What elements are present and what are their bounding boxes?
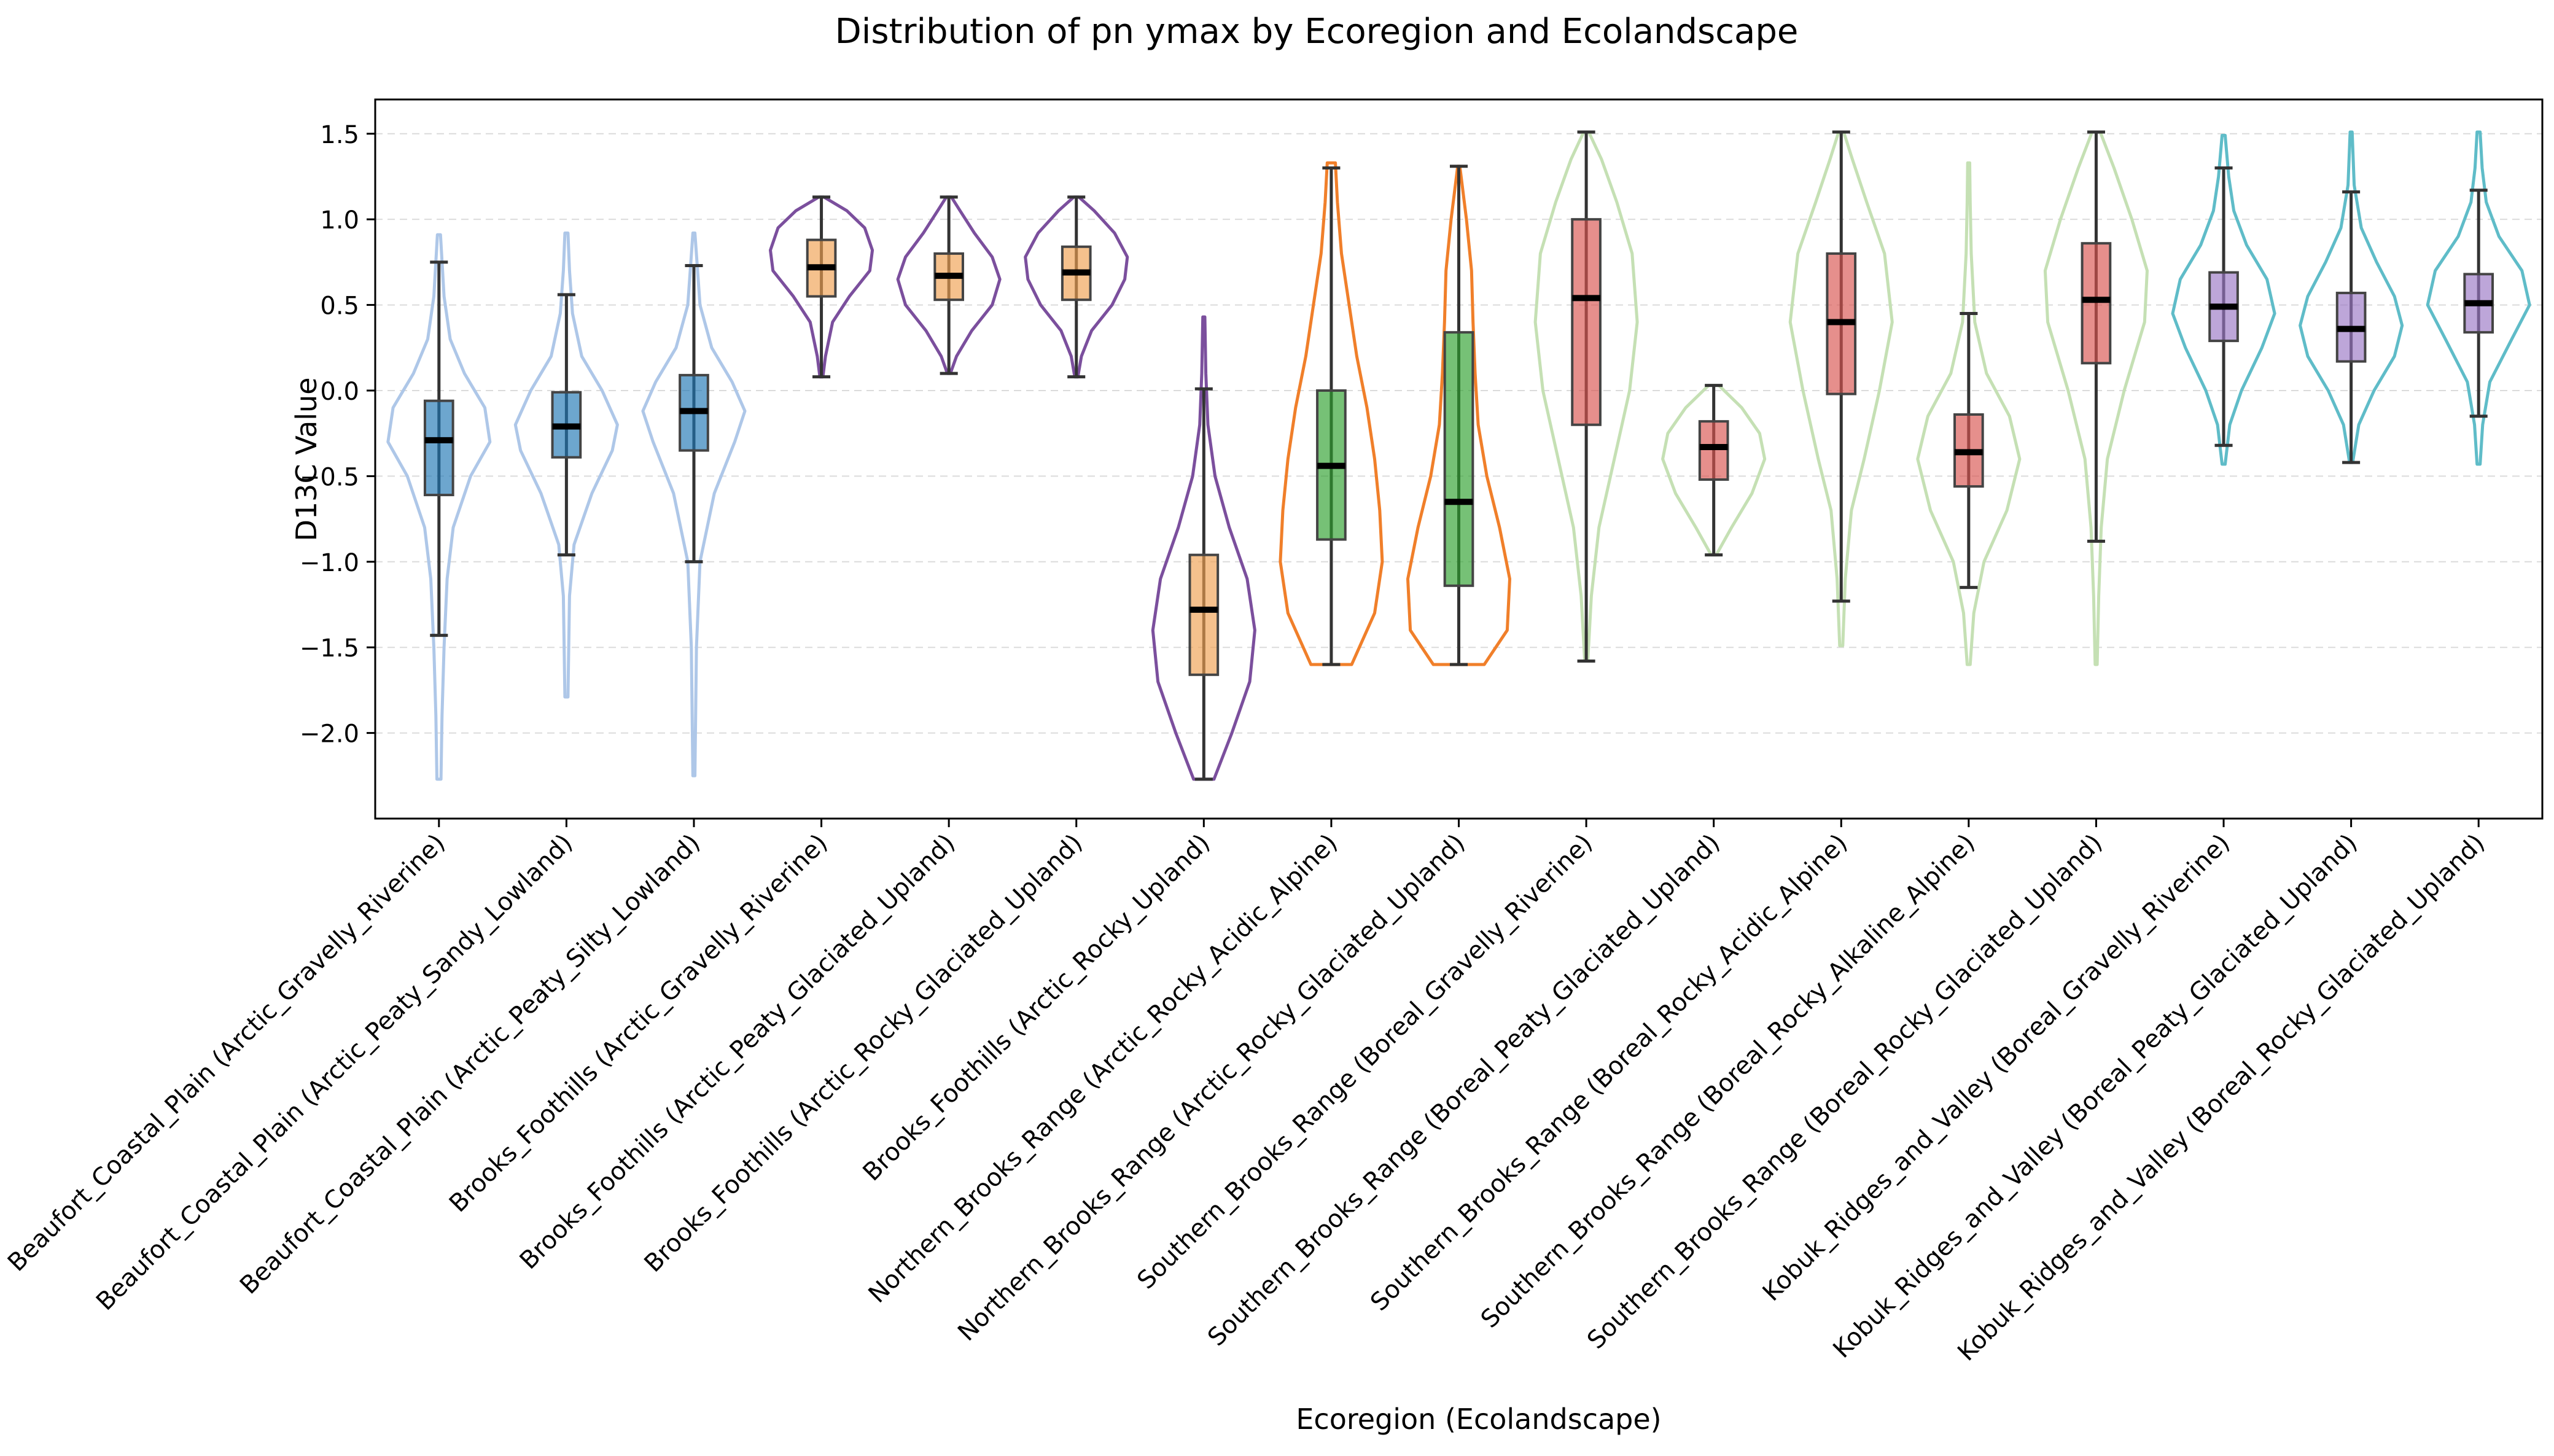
violin-outline: [513, 232, 619, 699]
y-tick-label: 0.5: [320, 292, 359, 321]
violin-outline: [386, 233, 492, 781]
y-tick-label: −0.5: [300, 463, 359, 491]
y-tick-label: −1.0: [300, 549, 359, 577]
violin-outline: [641, 232, 747, 777]
chart-title: Distribution of pn ymax by Ecoregion and…: [835, 12, 1799, 52]
violin-outline: [2171, 134, 2276, 466]
violin-outline: [1916, 161, 2022, 666]
violin-outline: [2299, 130, 2404, 464]
iqr-box: [1571, 218, 1602, 426]
x-axis-label: Ecoregion (Ecolandscape): [1296, 1403, 1661, 1436]
y-tick-label: 1.5: [320, 121, 359, 149]
y-tick-label: −2.0: [300, 720, 359, 749]
y-tick-label: 1.0: [320, 206, 359, 235]
violin-outline: [2426, 130, 2531, 466]
boxplots: [423, 130, 2494, 781]
iqr-box: [1443, 331, 1474, 587]
iqr-box: [423, 399, 454, 497]
violin-outline: [1279, 161, 1384, 666]
violin-outline: [1151, 315, 1256, 781]
iqr-box: [1698, 420, 1729, 481]
iqr-box: [1188, 553, 1220, 676]
y-tick-label: 0.0: [320, 378, 359, 406]
y-axis-label: D13C Value: [290, 377, 323, 541]
y-tick-label: −1.5: [300, 634, 359, 663]
iqr-box: [2081, 242, 2112, 365]
y-axis: −2.0 −1.5 −1.0 −0.5 0.0 0.5 1.0 1.5: [300, 121, 375, 749]
